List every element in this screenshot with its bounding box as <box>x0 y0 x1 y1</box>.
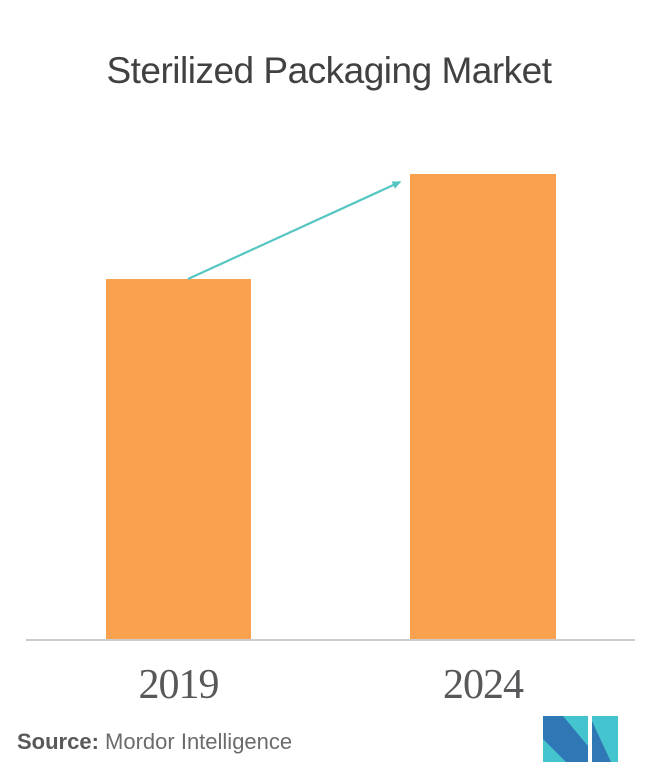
page-title: Sterilized Packaging Market <box>106 50 552 91</box>
source-text: Mordor Intelligence <box>98 729 293 754</box>
logo-right-tile-blue-triangle <box>592 721 611 762</box>
x-tick-label-2019: 2019 <box>138 662 220 708</box>
logo-left-tile-blue-band <box>543 716 588 762</box>
x-tick-label-2024: 2024 <box>443 662 524 708</box>
mordor-intelligence-logo <box>543 716 618 762</box>
source-caption: Source: Mordor Intelligence <box>17 729 292 755</box>
bar-2019 <box>106 279 251 641</box>
source-label: Source: <box>17 729 99 754</box>
x-axis-line <box>26 639 635 641</box>
bar-2024 <box>410 174 556 641</box>
